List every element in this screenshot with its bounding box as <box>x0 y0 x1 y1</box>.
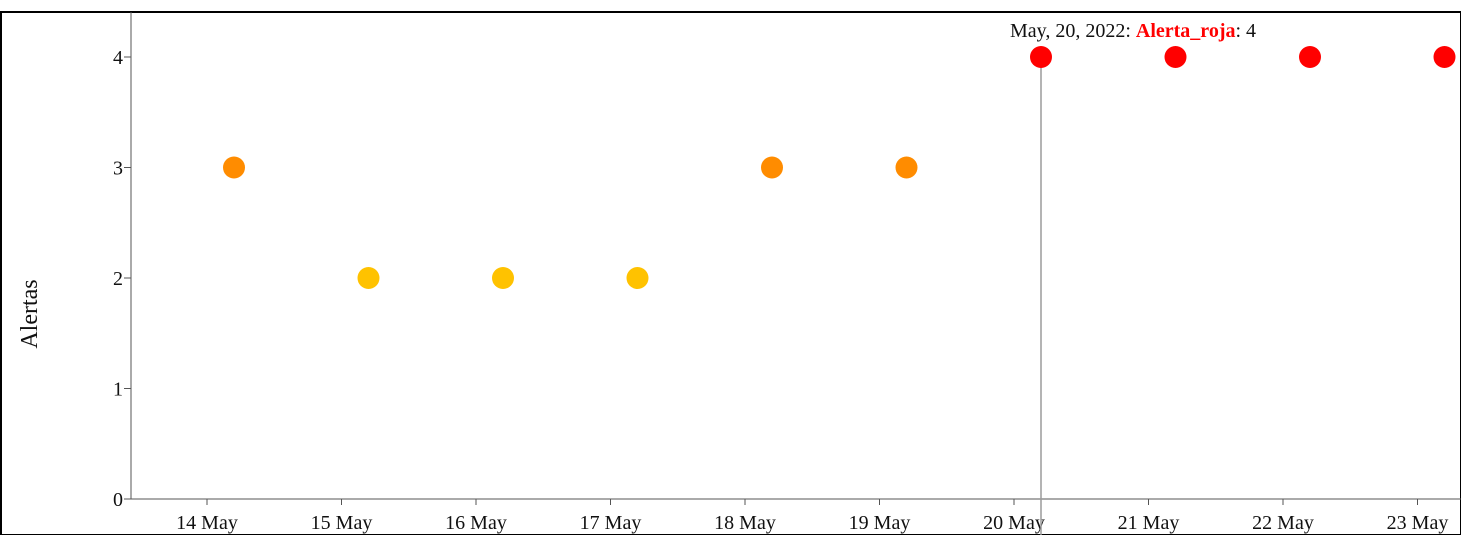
data-point[interactable] <box>761 156 783 179</box>
y-tick-label: 2 <box>113 268 123 290</box>
data-point[interactable] <box>1164 46 1187 68</box>
x-tick-label: 23 May <box>1387 512 1449 534</box>
data-point[interactable] <box>1030 46 1052 68</box>
outer-frame <box>0 11 1461 535</box>
tooltip-date-separator: : <box>1125 20 1136 42</box>
data-point[interactable] <box>895 156 918 179</box>
x-tick-label: 15 May <box>311 512 373 534</box>
data-point[interactable] <box>626 267 649 289</box>
x-tick-label: 18 May <box>714 512 776 534</box>
data-point[interactable] <box>357 267 380 289</box>
tooltip: May, 20, 2022: Alerta_roja: 4 <box>1010 20 1256 42</box>
x-tick-label: 14 May <box>176 512 238 534</box>
x-tick-label: 21 May <box>1118 512 1180 534</box>
data-point[interactable] <box>1299 46 1321 68</box>
x-tick-label: 20 May <box>983 512 1045 534</box>
tooltip-value: 4 <box>1246 20 1256 42</box>
tooltip-date: May, 20, 2022 <box>1010 20 1125 42</box>
tooltip-series-name: Alerta_roja <box>1136 20 1236 42</box>
x-tick-label: 17 May <box>580 512 642 534</box>
tooltip-value-separator: : <box>1235 20 1246 42</box>
x-axis-ticks: 14 May 15 May 16 May 17 May 18 May 19 May 20 M… <box>176 499 1448 534</box>
x-tick-label: 22 May <box>1252 512 1314 534</box>
data-point[interactable] <box>223 156 245 179</box>
y-tick-label: 3 <box>113 158 123 180</box>
y-axis-ticks: 0 1 2 3 4 <box>113 47 131 511</box>
y-axis-title: Alertas <box>17 279 43 348</box>
y-tick-label: 1 <box>113 379 123 401</box>
x-tick-label: 16 May <box>445 512 507 534</box>
y-tick-label: 0 <box>113 489 123 511</box>
data-points <box>223 46 1456 289</box>
data-point[interactable] <box>492 267 514 289</box>
y-tick-label: 4 <box>113 47 123 69</box>
data-point[interactable] <box>1433 46 1456 68</box>
x-tick-label: 19 May <box>849 512 911 534</box>
